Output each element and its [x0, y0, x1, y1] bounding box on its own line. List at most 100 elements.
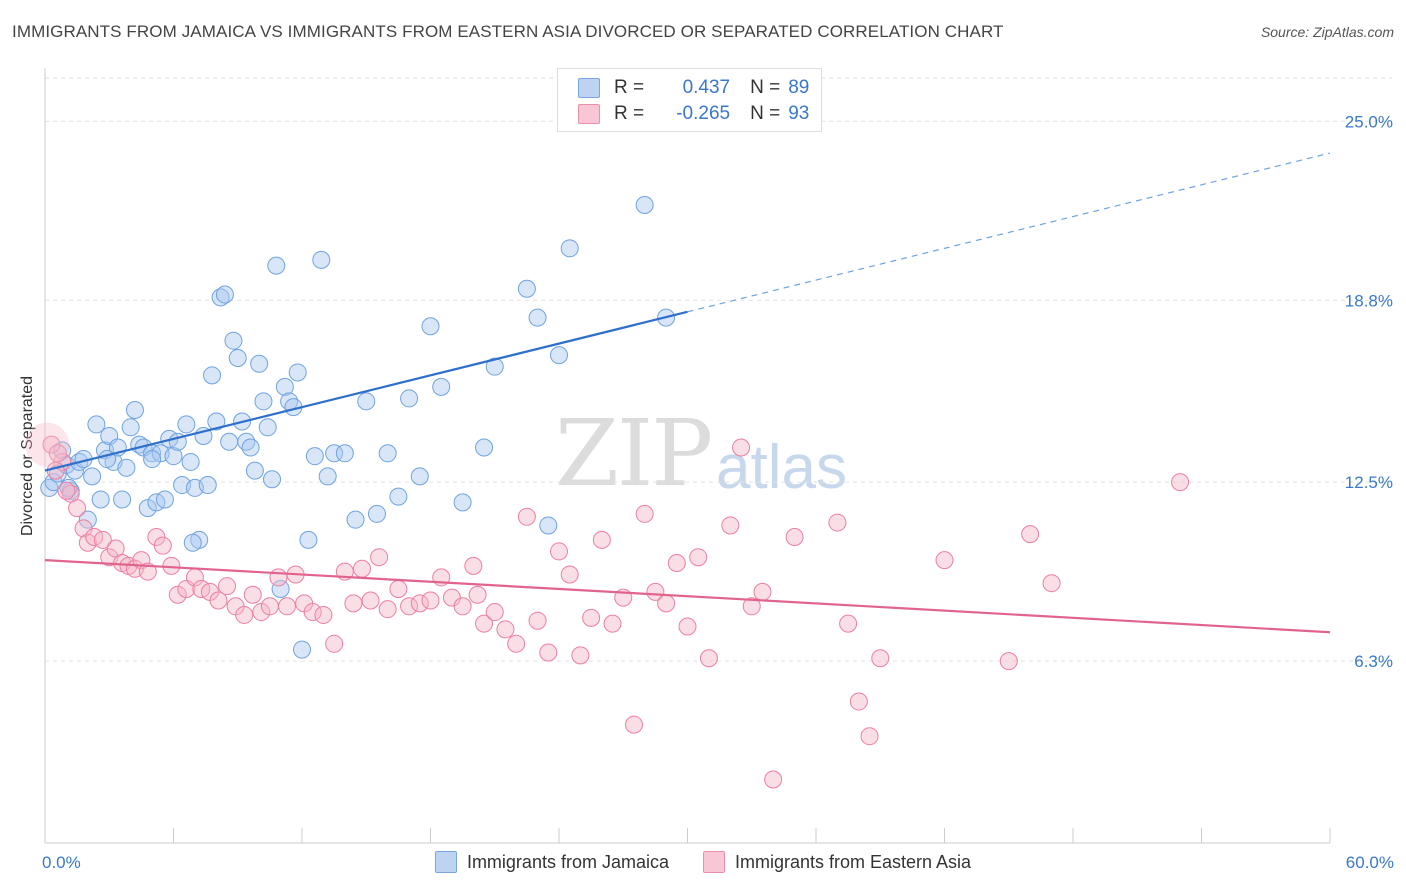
watermark-atlas: atlas — [716, 433, 847, 502]
eastern-asia-point — [410, 594, 429, 613]
eastern-asia-point — [839, 614, 858, 633]
eastern-asia-point — [314, 605, 333, 624]
jamaica-point — [357, 392, 376, 411]
eastern-asia-point — [48, 444, 67, 463]
jamaica-point — [335, 444, 354, 463]
eastern-asia-point — [742, 597, 761, 616]
eastern-asia-point — [571, 646, 590, 665]
eastern-asia-point — [235, 605, 254, 624]
jamaica-point — [198, 476, 217, 495]
jamaica-point — [125, 400, 144, 419]
legend-swatch-jamaica — [578, 78, 600, 98]
eastern-asia-point — [657, 594, 676, 613]
jamaica-point — [410, 467, 429, 486]
eastern-asia-point — [243, 585, 262, 604]
jamaica-point — [228, 349, 247, 368]
jamaica-point — [312, 250, 331, 269]
jamaica-point — [207, 412, 226, 431]
eastern-asia-point — [678, 617, 697, 636]
jamaica-point — [83, 467, 102, 486]
eastern-asia-point — [753, 582, 772, 601]
x-tick-label-min: 0.0% — [42, 853, 81, 872]
eastern-asia-point — [860, 727, 879, 746]
eastern-asia-point — [485, 603, 504, 622]
jamaica-point — [181, 452, 200, 471]
legend-n-label: N = — [750, 77, 781, 98]
chart-title: IMMIGRANTS FROM JAMAICA VS IMMIGRANTS FR… — [12, 22, 1004, 41]
jamaica-point — [528, 308, 547, 327]
jamaica-point — [378, 444, 397, 463]
eastern-asia-point — [550, 542, 568, 561]
y-tick-label: 12.5% — [1345, 473, 1393, 492]
watermark-zip: ZIP — [555, 400, 713, 507]
eastern-asia-point — [93, 530, 112, 549]
eastern-asia-point — [496, 620, 515, 639]
legend-r-label: R = — [614, 77, 645, 98]
eastern-asia-point — [389, 579, 408, 598]
correlation-legend: R = 0.437 N = 89 R = -0.265 N = 93 — [557, 68, 822, 132]
eastern-asia-point — [785, 528, 804, 546]
eastern-asia-point — [507, 634, 526, 653]
jamaica-point — [155, 490, 174, 509]
legend-r-value: -0.265 — [676, 103, 731, 124]
eastern-asia-point — [667, 553, 686, 572]
eastern-asia-point — [871, 649, 890, 668]
eastern-asia-point — [303, 603, 322, 622]
jamaica-point — [263, 470, 282, 489]
eastern-asia-point — [378, 600, 397, 619]
eastern-asia-point — [539, 643, 558, 662]
eastern-asia-point — [1021, 525, 1040, 544]
eastern-asia-point — [344, 594, 363, 613]
jamaica-point — [318, 467, 337, 486]
eastern-asia-point — [689, 548, 708, 567]
eastern-asia-point — [646, 582, 665, 601]
jamaica-point — [635, 196, 654, 215]
eastern-asia-point — [475, 614, 494, 633]
eastern-asia-point — [361, 591, 380, 610]
eastern-asia-point — [517, 507, 536, 526]
jamaica-point — [400, 389, 419, 408]
jamaica-point — [241, 438, 260, 457]
eastern-asia-point — [68, 499, 87, 518]
eastern-asia-point — [721, 516, 740, 535]
eastern-asia-point — [153, 536, 172, 555]
eastern-asia-point — [582, 608, 601, 627]
legend-r-value: 0.437 — [682, 77, 731, 98]
series-swatch-eastern-asia — [702, 851, 725, 873]
jamaica-point — [183, 533, 202, 552]
jamaica-point — [305, 447, 324, 466]
eastern-asia-point — [464, 556, 483, 575]
eastern-asia-point — [699, 649, 718, 668]
legend-r-label: R = — [614, 103, 645, 124]
y-tick-label: 18.8% — [1345, 291, 1393, 310]
source-label: Source: ZipAtlas.com — [1260, 24, 1394, 40]
jamaica-point — [550, 346, 568, 365]
eastern-asia-point — [624, 715, 643, 734]
jamaica-point — [271, 579, 290, 598]
jamaica-point — [78, 510, 97, 529]
eastern-asia-point — [370, 548, 389, 567]
x-tick-label-max: 60.0% — [1345, 853, 1394, 872]
jamaica-point — [91, 490, 110, 509]
eastern-asia-point — [849, 692, 868, 711]
eastern-asia-point — [400, 597, 419, 616]
eastern-asia-point — [828, 513, 847, 532]
series-legend-item-eastern-asia: Immigrants from Eastern Asia — [702, 851, 972, 873]
y-tick-label: 25.0% — [1345, 112, 1393, 131]
eastern-asia-point — [269, 568, 288, 587]
jamaica-point — [215, 285, 234, 304]
legend-n-label: N = — [750, 103, 781, 124]
series-label-eastern-asia: Immigrants from Eastern Asia — [734, 851, 972, 872]
eastern-asia-point — [1171, 473, 1190, 492]
series-swatch-jamaica — [434, 851, 457, 873]
eastern-asia-point — [209, 591, 228, 610]
eastern-asia-point — [57, 481, 76, 500]
eastern-asia-point — [260, 597, 279, 616]
eastern-asia-point — [352, 559, 371, 578]
eastern-asia-cluster-point — [25, 422, 70, 467]
jamaica-point — [367, 504, 386, 523]
jamaica-point — [346, 510, 365, 529]
eastern-asia-point — [528, 611, 547, 630]
jamaica-point — [224, 331, 243, 350]
